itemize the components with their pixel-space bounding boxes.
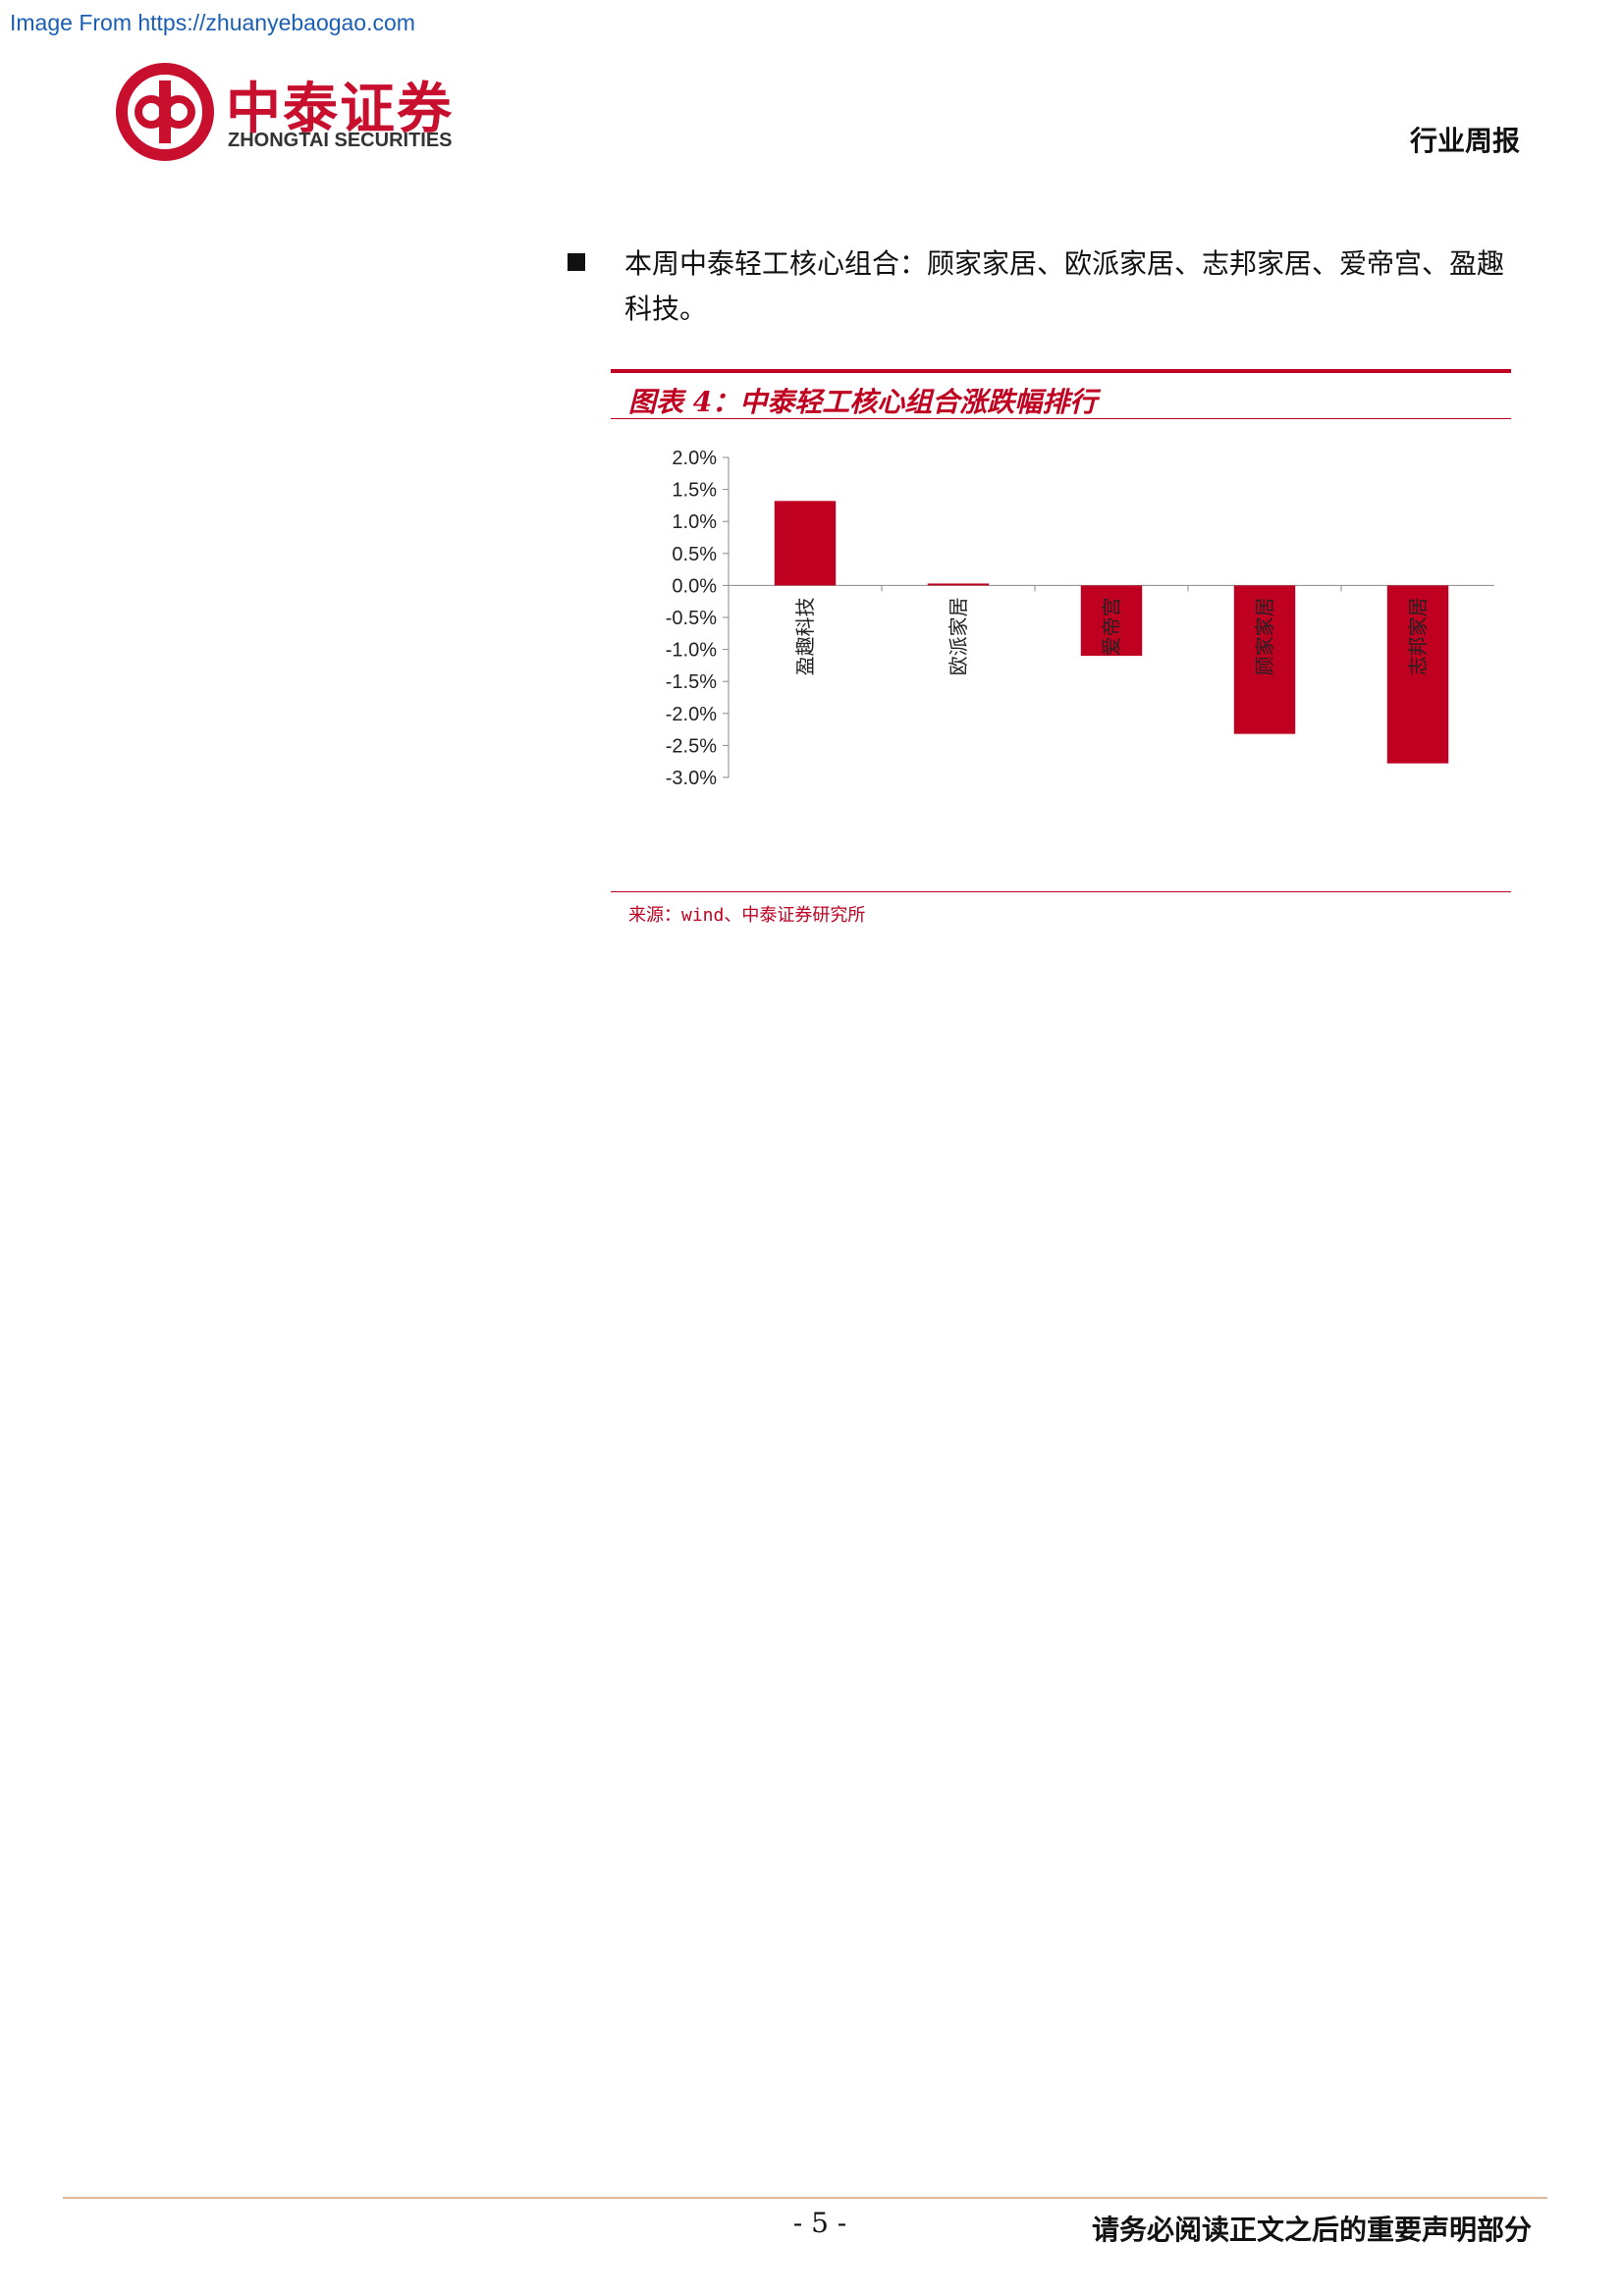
y-tick-label: -0.5% [666, 608, 717, 629]
figure-source-note: 来源：wind、中泰证券研究所 [628, 905, 866, 926]
page-number: - 5 - [792, 2207, 847, 2239]
y-tick-label: 0.5% [672, 544, 717, 565]
bar-chart: 2.0% 1.5% 1.0% 0.5% 0.0% -0.5% -1.0% -1.5% -2.0%… [666, 448, 1494, 789]
y-tick-label: -2.5% [666, 735, 717, 757]
y-tick-label: 1.0% [672, 511, 717, 533]
company-logo: 中泰证券 ZHONGTAI SECURITIES [116, 61, 489, 167]
category-label: 爱帝宫 [1100, 597, 1123, 656]
category-label: 顾家家居 [1253, 597, 1276, 675]
bar [1080, 585, 1143, 657]
logo-text-en: ZHONGTAI SECURITIES [228, 130, 453, 151]
figure-top-rule [611, 369, 1511, 373]
footer-rule [63, 2197, 1547, 2199]
y-tick-label: -1.0% [666, 640, 717, 662]
figure-title-rule [611, 418, 1511, 419]
figure-bottom-rule [611, 891, 1511, 892]
y-tick-label: 0.0% [672, 575, 717, 597]
figure-title: 图表 4：中泰轻工核心组合涨跌幅排行 [628, 386, 1098, 418]
bar [1386, 585, 1449, 764]
source-watermark-link[interactable]: Image From https://zhuanyebaogao.com [10, 10, 415, 35]
report-type-label: 行业周报 [1409, 125, 1520, 157]
bar [1233, 585, 1296, 734]
category-label: 欧派家居 [947, 597, 970, 675]
category-label: 志邦家居 [1406, 597, 1430, 675]
y-tick-label: -3.0% [666, 768, 717, 789]
logo-emblem-icon [116, 63, 214, 161]
y-tick-label: -2.0% [666, 704, 717, 725]
y-tick-label: 2.0% [672, 448, 717, 469]
category-label: 盈趣科技 [793, 597, 817, 675]
y-tick-label: -1.5% [666, 671, 717, 693]
bullet-square-icon [568, 253, 585, 271]
footer-disclaimer: 请务必阅读正文之后的重要声明部分 [1091, 2214, 1532, 2246]
logo-text-cn: 中泰证券 [226, 78, 454, 141]
y-tick-label: 1.5% [672, 480, 717, 502]
core-portfolio-paragraph: 本周中泰轻工核心组合：顾家家居、欧派家居、志邦家居、爱帝宫、盈趣科技。 [624, 247, 1505, 325]
bar [927, 583, 990, 586]
figure-4: 图表 4：中泰轻工核心组合涨跌幅排行 2.0% 1.5% 1.0% 0.5% 0.0% -… [611, 369, 1511, 929]
bar [774, 501, 837, 586]
